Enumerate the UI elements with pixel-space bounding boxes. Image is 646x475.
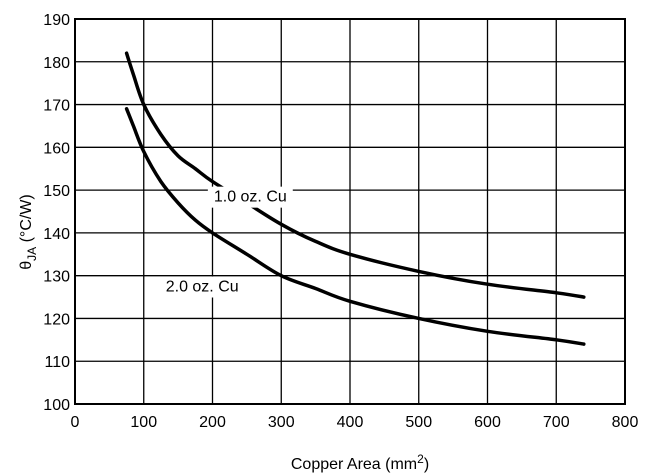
y-tick-label: 190 [43,12,70,29]
series-line [124,51,586,299]
y-tick-label: 150 [43,183,70,200]
x-tick-label: 0 [71,414,80,431]
y-tick-label: 170 [43,98,70,115]
series-line [124,107,586,346]
y-tick-label: 130 [43,269,70,286]
y-tick-label: 180 [43,55,70,72]
series-label-bg [207,186,293,208]
series-label-bg [159,276,245,298]
x-tick-label: 400 [337,414,364,431]
series-label: 2.0 oz. Cu [166,279,239,296]
y-tick-label: 110 [44,354,70,371]
tick-labels: 0 100 200 300 400 500 600 700 800100110120130140… [43,12,638,431]
x-tick-label: 500 [405,414,432,431]
y-tick-label: 140 [43,226,70,243]
series-labels: 1.0 oz. Cu 2.0 oz. Cu [159,186,293,298]
y-tick-label: 160 [43,140,70,157]
y-axis-title: θJA (°C/W) [18,194,39,270]
x-tick-label: 800 [612,414,639,431]
series-label: 1.0 oz. Cu [214,189,287,206]
x-tick-label: 300 [268,414,295,431]
x-tick-label: 200 [199,414,226,431]
y-tick-label: 100 [43,397,70,414]
x-tick-label: 600 [474,414,501,431]
x-axis-title: Copper Area (mm2) [291,452,429,473]
x-tick-label: 700 [543,414,570,431]
plot-frame [74,18,626,405]
curves [124,51,586,346]
grid [74,18,626,405]
y-tick-label: 120 [43,311,70,328]
x-tick-label: 100 [130,414,157,431]
